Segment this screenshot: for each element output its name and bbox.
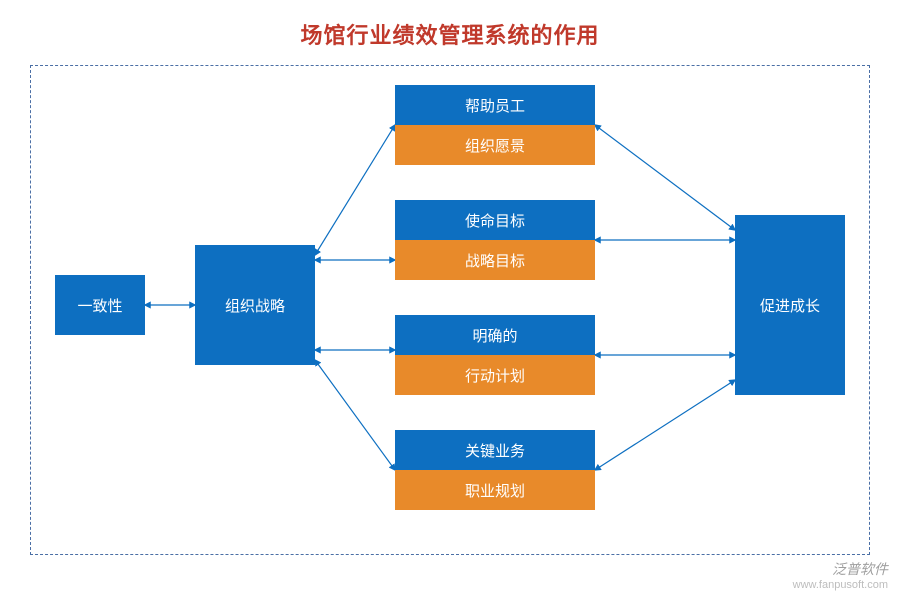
node-label: 行动计划 [465,365,525,386]
watermark: 泛普软件 www.fanpusoft.com [793,560,888,592]
node-label: 组织愿景 [465,135,525,156]
node-pair3-bot: 行动计划 [395,355,595,395]
watermark-url: www.fanpusoft.com [793,578,888,592]
node-label: 一致性 [77,295,122,316]
node-label: 职业规划 [465,480,525,501]
node-label: 明确的 [472,325,517,346]
node-label: 战略目标 [465,250,525,271]
node-org-strategy: 组织战略 [195,245,315,365]
diagram-title: 场馆行业绩效管理系统的作用 [0,0,900,50]
node-label: 促进成长 [760,295,820,316]
node-pair4-top: 关键业务 [395,430,595,470]
node-pair2-bot: 战略目标 [395,240,595,280]
node-label: 组织战略 [225,295,285,316]
node-pair3-top: 明确的 [395,315,595,355]
node-pair4-bot: 职业规划 [395,470,595,510]
node-label: 关键业务 [465,440,525,461]
watermark-brand: 泛普软件 [793,560,888,578]
node-pair1-bot: 组织愿景 [395,125,595,165]
node-label: 帮助员工 [465,95,525,116]
node-consistency: 一致性 [55,275,145,335]
node-growth: 促进成长 [735,215,845,395]
node-label: 使命目标 [465,210,525,231]
node-pair1-top: 帮助员工 [395,85,595,125]
node-pair2-top: 使命目标 [395,200,595,240]
